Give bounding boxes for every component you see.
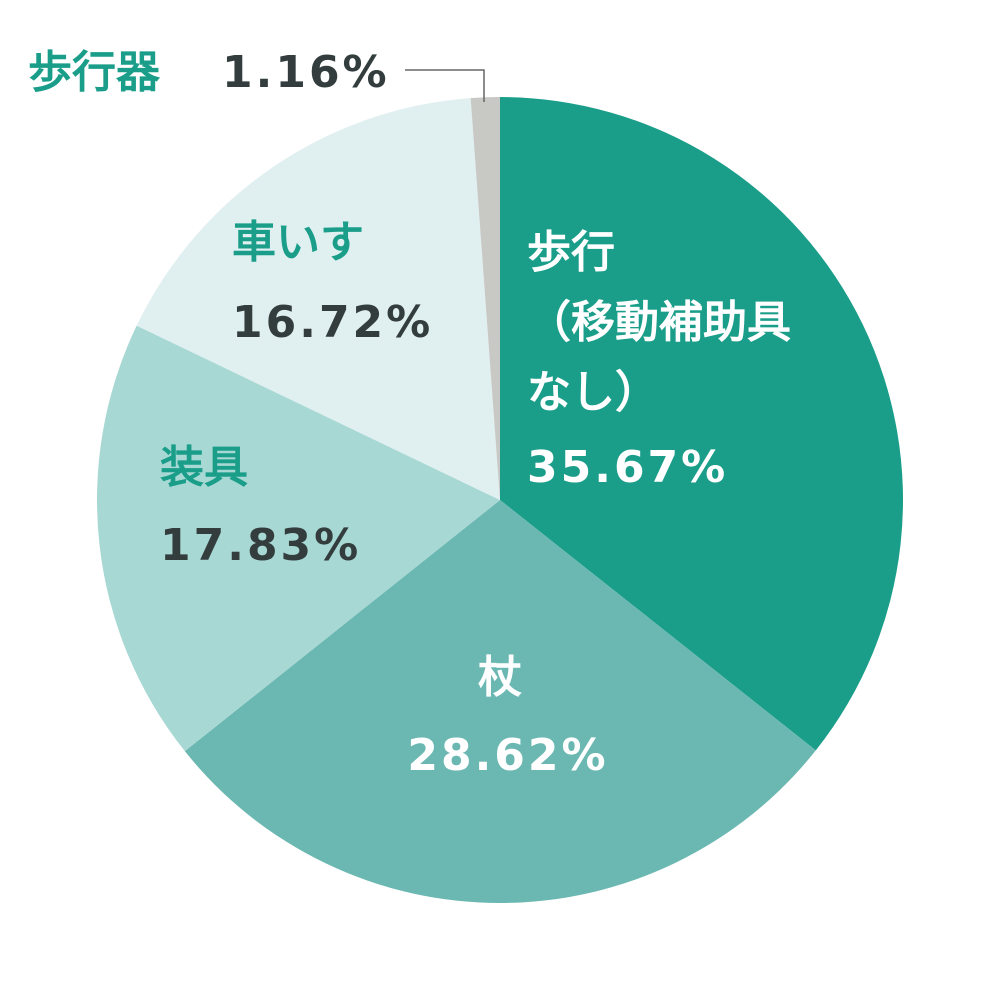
category-label-line: 歩行 [527,227,615,278]
category-label-line: （移動補助具 [527,297,791,348]
pie-slice [500,97,903,751]
value-label: 17.83% [160,520,361,571]
category-label-line: なし） [527,367,659,418]
category-label: 車いす [232,217,364,268]
value-label: 35.67% [527,442,728,493]
category-label-line: 車いす [232,217,364,268]
category-label: 歩行 （移動補助具なし） [527,227,791,418]
pie-slice [470,97,500,500]
category-label: 装具 [160,442,248,493]
pie-slice [184,500,816,903]
value-label: 16.72% [232,297,433,348]
category-label-line: 装具 [160,442,248,493]
category-label: 歩行器 [28,47,161,98]
leader-line [405,69,485,102]
pie-slice [96,325,500,752]
value-label: 1.16% [222,47,390,98]
category-label-line: 歩行器 [28,47,161,98]
value-label: 28.62% [407,730,608,781]
category-label: 杖 [478,652,522,703]
category-label-line: 杖 [478,652,522,703]
pie-slice [136,98,500,500]
